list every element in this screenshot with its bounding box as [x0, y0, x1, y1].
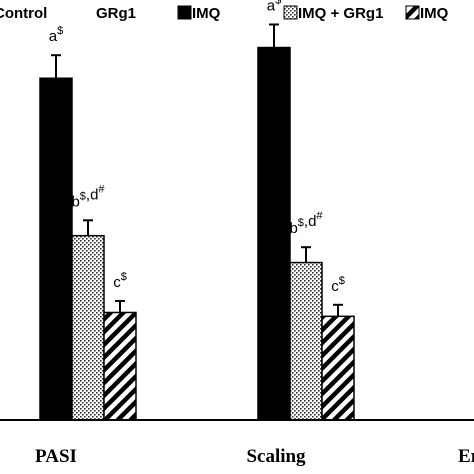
- legend-label-imq-4: IMQ: [420, 5, 449, 22]
- sig-label-scaling-4: c$: [331, 275, 345, 295]
- category-label-pasi: PASI: [35, 446, 77, 467]
- category-label-scaling: Scaling: [246, 446, 306, 467]
- legend: Control GRg1 IMQ IMQ + GRg1 IMQ: [0, 5, 449, 22]
- bar-pasi-imq-4: [103, 311, 137, 421]
- category-label-ery: Ery: [458, 446, 474, 467]
- legend-label-imq-2: IMQ: [192, 5, 221, 22]
- legend-swatch-imq-2: [177, 5, 192, 20]
- legend-swatch-imq-grg1-3: [283, 5, 298, 20]
- sig-label-scaling-2: a$: [267, 0, 281, 14]
- sig-label-pasi-2: a$: [49, 25, 63, 45]
- bar-pasi-imq-2: [39, 77, 73, 421]
- bar-scaling-imq-4: [321, 315, 355, 421]
- bar-pasi-imq-grg1-3: [71, 234, 105, 421]
- legend-label-grg1-1: GRg1: [96, 5, 136, 22]
- category-labels: PASI Scaling Ery: [35, 446, 474, 467]
- legend-swatch-imq-4: [405, 5, 420, 20]
- sig-label-pasi-4: c$: [113, 271, 127, 291]
- legend-label-imq-grg1-3: IMQ + GRg1: [298, 5, 383, 22]
- bar-scaling-imq-grg1-3: [289, 261, 323, 421]
- legend-label-control-0: Control: [0, 5, 47, 22]
- bars-group: a$ b$,d# c$ a$ b$,d# c$: [39, 0, 355, 421]
- sig-label-pasi-3: b$,d#: [71, 183, 105, 210]
- bar-scaling-imq-2: [257, 46, 291, 421]
- sig-label-scaling-3: b$,d#: [289, 210, 323, 237]
